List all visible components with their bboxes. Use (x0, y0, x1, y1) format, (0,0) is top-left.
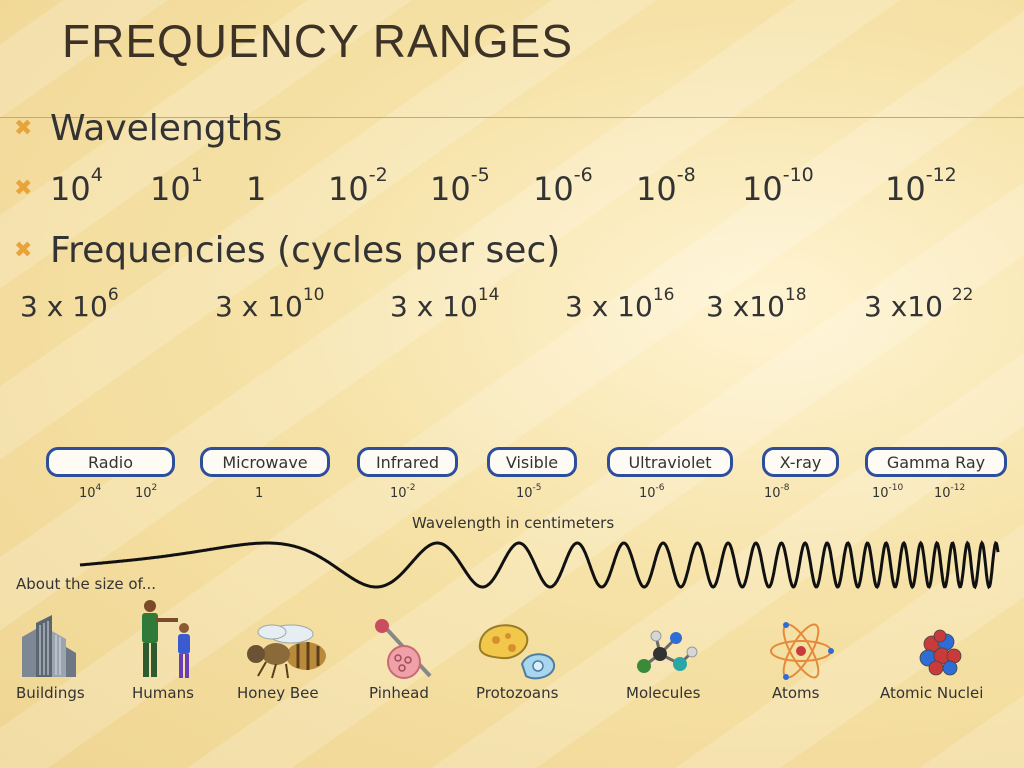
band-ultraviolet: Ultraviolet (607, 447, 733, 477)
wavelength-value: 10-8 (636, 164, 696, 208)
wavelength-value: 10-2 (328, 164, 388, 208)
band-wavelength: 10-8 (764, 483, 790, 501)
wave-line (79, 540, 1000, 590)
object-label: Atoms (772, 684, 820, 702)
band-wavelength: 10-6 (639, 483, 665, 501)
object-label: Buildings (16, 684, 85, 702)
band-gamma-ray: Gamma Ray (865, 447, 1007, 477)
molecules-icon (637, 630, 698, 673)
band-wavelength: 10-12 (934, 483, 966, 501)
wavelength-value: 10-6 (533, 164, 593, 208)
frequency-value: 3 x10 22 (864, 285, 974, 323)
atomic-nuclei-icon (919, 629, 962, 676)
band-wavelength: 1 (255, 486, 264, 501)
band-wavelength: 10-5 (516, 483, 542, 501)
honey-bee-icon (247, 624, 326, 679)
band-wavelength: 10-2 (390, 483, 416, 501)
wavelength-value: 10-12 (885, 164, 957, 208)
protozoans-icon (478, 624, 556, 680)
band-wavelength: 102 (135, 483, 158, 501)
object-label: Pinhead (369, 684, 429, 702)
slide-title: FREQUENCY RANGES (62, 15, 574, 67)
object-label: Protozoans (476, 684, 559, 702)
bullet-x-icon: ✖ (14, 238, 33, 263)
frequency-value: 3 x 1010 (215, 285, 325, 323)
wavelength-value: 1 (246, 170, 267, 208)
object-label: Honey Bee (237, 684, 319, 702)
bullet-frequencies: ✖ Frequencies (cycles per sec) (14, 230, 560, 271)
frequency-value: 3 x 106 (20, 285, 119, 323)
band-microwave: Microwave (200, 447, 330, 477)
buildings-icon (22, 615, 76, 677)
object-label: Molecules (626, 684, 701, 702)
frequency-value: 3 x1018 (706, 285, 807, 323)
band-infrared: Infrared (357, 447, 458, 477)
band-wavelength: 104 (79, 483, 102, 501)
title-divider (0, 117, 1024, 118)
bullet-x-icon: ✖ (14, 176, 33, 201)
humans-icon (142, 600, 190, 678)
atom-icon (770, 622, 834, 680)
wavelength-value: 10-5 (430, 164, 490, 208)
band-radio: Radio (46, 447, 175, 477)
bullet-x-icon: ✖ (14, 116, 33, 141)
object-label: Atomic Nuclei (880, 684, 984, 702)
wavelength-value: 104 (50, 164, 103, 208)
object-label: Humans (132, 684, 194, 702)
bullet-text: Wavelengths (50, 108, 283, 149)
band-visible: Visible (487, 447, 577, 477)
bullet-wavelengths: ✖ Wavelengths (14, 108, 282, 149)
frequency-value: 3 x 1014 (390, 285, 500, 323)
wavelength-value: 101 (150, 164, 203, 208)
band-x-ray: X-ray (762, 447, 839, 477)
pinhead-icon (375, 619, 432, 679)
size-label: About the size of... (16, 575, 157, 593)
wavelength-value: 10-10 (742, 164, 814, 208)
bullet-text: Frequencies (cycles per sec) (50, 230, 561, 271)
frequency-value: 3 x 1016 (565, 285, 675, 323)
band-wavelength: 10-10 (872, 483, 904, 501)
axis-label: Wavelength in centimeters (412, 514, 615, 532)
wave-svg (79, 540, 1000, 590)
